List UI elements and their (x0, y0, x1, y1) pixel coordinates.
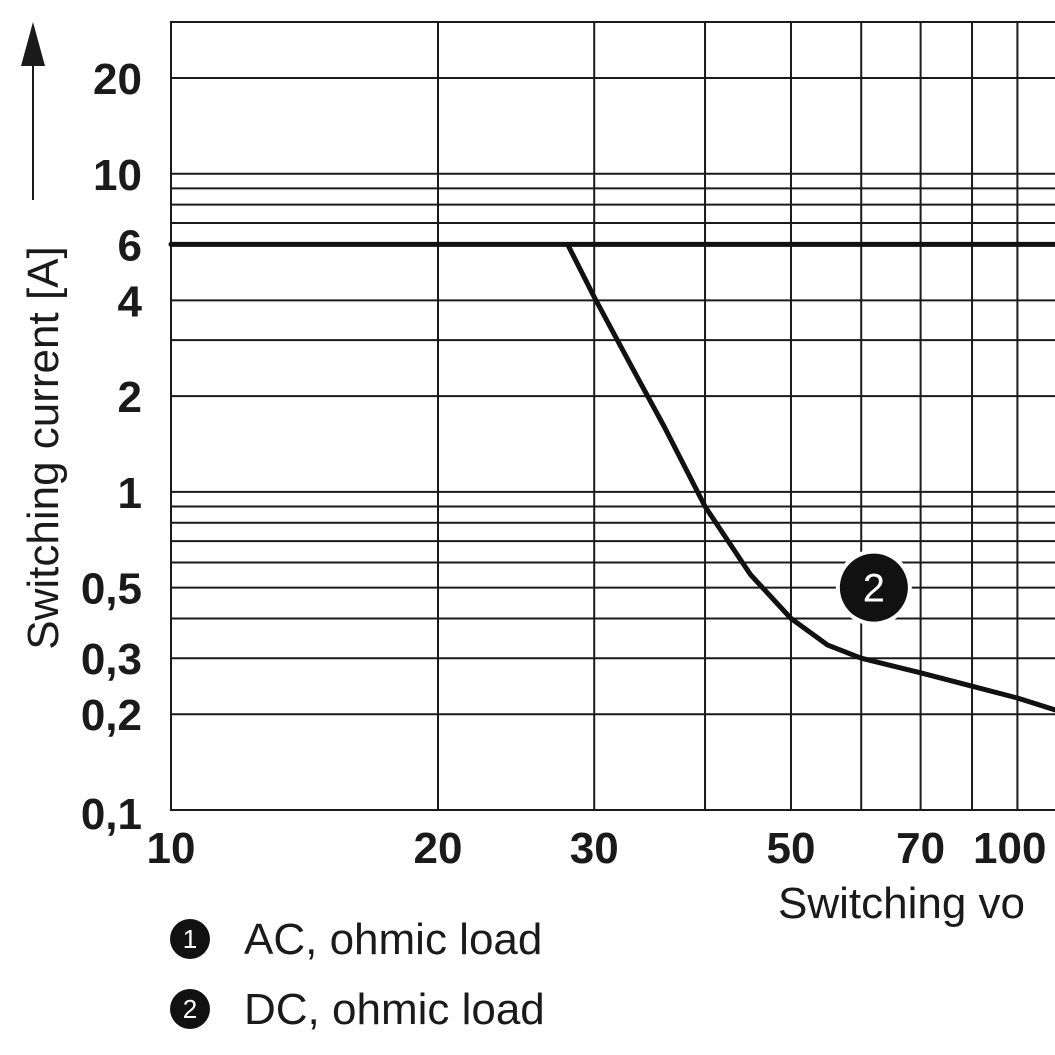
y-tick-label: 1 (118, 469, 142, 518)
legend-marker-label: 2 (183, 994, 197, 1024)
y-axis-arrow (21, 22, 45, 200)
y-axis-arrow-head (21, 22, 45, 66)
y-tick-label: 0,3 (81, 635, 142, 684)
legend: 1 AC, ohmic load 2 DC, ohmic load (170, 915, 545, 1034)
legend-marker-circle (170, 919, 210, 959)
legend-marker-label: 1 (183, 924, 197, 954)
y-tick-label: 0,1 (81, 790, 142, 839)
legend-marker-circle (170, 989, 210, 1029)
series-markers: 2 (835, 549, 912, 626)
legend-label: DC, ohmic load (244, 985, 545, 1034)
series-line-2 (565, 241, 1055, 713)
y-tick-label: 2 (118, 373, 142, 422)
x-tick-label: 50 (767, 824, 816, 873)
y-tick-label: 20 (93, 55, 142, 104)
y-tick-label: 10 (93, 151, 142, 200)
x-tick-label: 20 (414, 824, 463, 873)
x-tick-label: 30 (570, 824, 619, 873)
y-tick-label: 4 (118, 277, 143, 326)
x-tick-label: 70 (896, 824, 945, 873)
legend-label: AC, ohmic load (244, 915, 542, 964)
series-marker-2: 2 (835, 549, 912, 626)
x-tick-labels: 10 20 30 50 70 100 (147, 824, 1047, 873)
x-tick-label: 10 (147, 824, 196, 873)
y-axis-title: Switching current [A] (19, 246, 68, 650)
x-axis-title: Switching vo (778, 879, 1025, 928)
series-marker-circle (839, 553, 908, 622)
y-gridlines (171, 77, 1055, 716)
y-tick-label: 6 (118, 221, 142, 270)
series-marker-label: 2 (863, 567, 885, 611)
series-layer (168, 241, 1055, 713)
y-tick-label: 0,2 (81, 691, 142, 740)
x-gridlines (170, 22, 1019, 810)
legend-item-1: 1 AC, ohmic load (170, 915, 542, 964)
plot-frame (170, 21, 1055, 811)
y-tick-labels: 20 10 6 4 2 1 0,5 0,3 0,2 0,1 (81, 55, 143, 839)
x-tick-label: 100 (973, 824, 1046, 873)
y-tick-label: 0,5 (81, 565, 142, 614)
legend-item-2: 2 DC, ohmic load (170, 985, 545, 1034)
